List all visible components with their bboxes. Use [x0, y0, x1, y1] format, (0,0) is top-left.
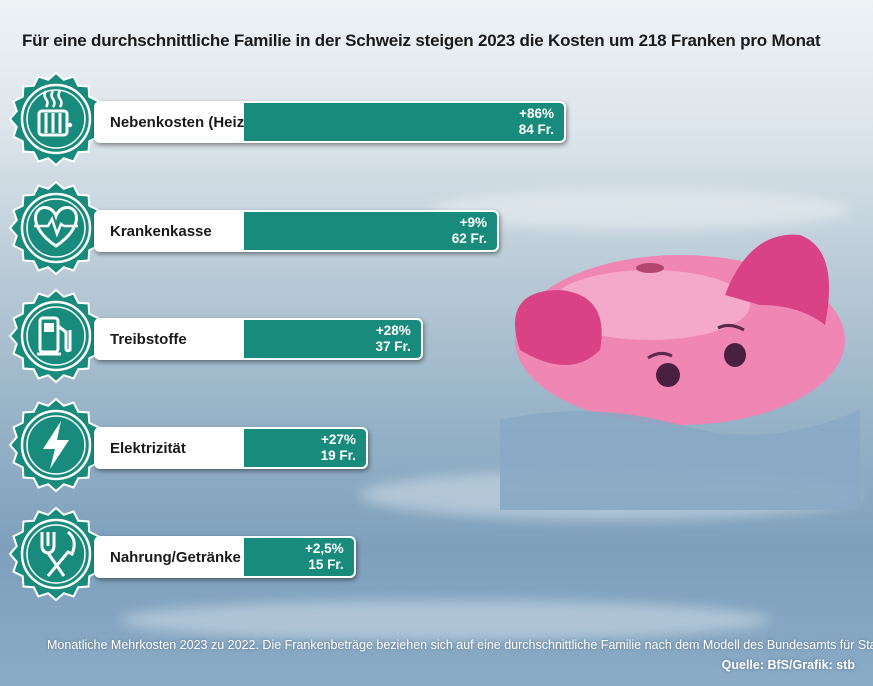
bar-mark: +86% 84 Fr.	[244, 103, 564, 141]
bar-row: Treibstoffe +28% 37 Fr.	[0, 288, 873, 398]
lightning-badge	[8, 397, 104, 493]
fork-knife-icon	[40, 530, 76, 577]
bar-percent-label: +9%	[459, 215, 487, 230]
bar-mark: +27% 19 Fr.	[244, 429, 366, 467]
badge-inner	[26, 89, 86, 149]
bar-container: Nahrung/Getränke +2,5% 15 Fr.	[94, 536, 356, 578]
bar-mark: +9% 62 Fr.	[244, 212, 497, 250]
piggy-eyebrow-left	[647, 351, 673, 360]
bar-percent-label: +86%	[519, 106, 554, 121]
piggy-eye-right	[724, 343, 746, 367]
badge-ring	[20, 300, 92, 372]
piggy-coin-slot	[636, 263, 664, 273]
piggy-eyebrow-right	[717, 323, 745, 332]
heart-pulse-badge	[8, 180, 104, 276]
bar-container: Krankenkasse +9% 62 Fr.	[94, 210, 499, 252]
bar-mark: +2,5% 15 Fr.	[244, 538, 354, 576]
bar-container: Elektrizität +27% 19 Fr.	[94, 427, 368, 469]
piggy-eye-left	[656, 363, 680, 387]
bar-label: Nahrung/Getränke	[110, 548, 241, 566]
bar-percent-label: +27%	[320, 432, 356, 447]
fuel-pump-icon	[37, 316, 72, 356]
bar-mark: +28% 37 Fr.	[244, 320, 421, 358]
bar-container: Nebenkosten (Heizöl) +86% 84 Fr.	[94, 101, 566, 143]
bar-value-label: 62 Fr.	[451, 231, 487, 246]
badge-ring	[20, 409, 92, 481]
piggy-bank-image	[500, 234, 860, 510]
bar-value-label: 37 Fr.	[375, 339, 411, 354]
piggy-water-line	[500, 410, 860, 510]
bar-label: Krankenkasse	[110, 222, 212, 240]
piggy-ear-left	[515, 290, 602, 365]
bar-value-label: 19 Fr.	[320, 448, 356, 463]
fork-knife-badge	[8, 506, 104, 602]
badge-inner	[26, 524, 86, 584]
badge-ring	[20, 192, 92, 264]
lightning-icon	[43, 421, 69, 469]
radiator-badge	[8, 71, 104, 167]
water-highlight	[430, 190, 850, 230]
source-credit: Quelle: BfS/Grafik: stb	[721, 658, 855, 672]
badge-ring	[20, 518, 92, 590]
bar-label: Treibstoffe	[110, 330, 187, 348]
bar-value-label: 15 Fr.	[308, 557, 344, 572]
fuel-pump-badge	[8, 288, 104, 384]
water-highlight	[120, 600, 770, 640]
bar-label: Elektrizität	[110, 439, 186, 457]
heart-pulse-icon	[34, 206, 78, 248]
badge-inner	[26, 306, 86, 366]
footer-note: Monatliche Mehrkosten 2023 zu 2022. Die …	[47, 638, 873, 652]
chart-title: Für eine durchschnittliche Familie in de…	[22, 31, 821, 50]
bar-row: Nebenkosten (Heizöl) +86% 84 Fr.	[0, 71, 873, 181]
bar-percent-label: +2,5%	[305, 541, 344, 556]
piggy-ear-right	[725, 234, 830, 325]
radiator-icon	[37, 90, 73, 137]
bar-label: Nebenkosten (Heizöl)	[110, 113, 263, 131]
bar-container: Treibstoffe +28% 37 Fr.	[94, 318, 423, 360]
bar-row: Nahrung/Getränke +2,5% 15 Fr.	[0, 506, 873, 616]
bar-row: Elektrizität +27% 19 Fr.	[0, 397, 873, 507]
bar-value-label: 84 Fr.	[518, 122, 554, 137]
bar-row: Krankenkasse +9% 62 Fr.	[0, 180, 873, 290]
badge-ring	[20, 83, 92, 155]
bar-percent-label: +28%	[375, 323, 411, 338]
